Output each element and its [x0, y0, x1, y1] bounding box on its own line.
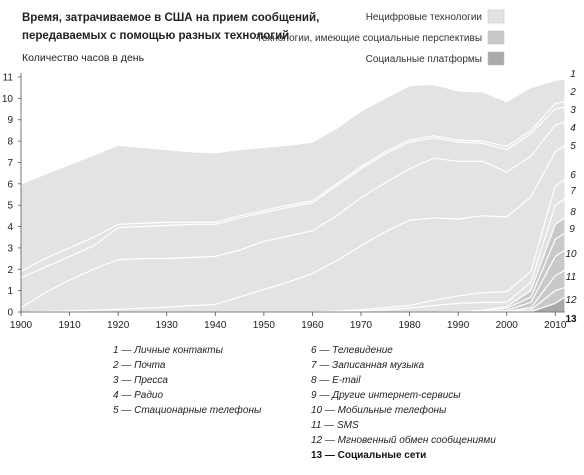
footnote-item: 11 — SMS — [311, 420, 359, 431]
x-tick-label: 2010 — [544, 320, 567, 331]
footnote-item: 1 — Личные контакты — [113, 345, 224, 356]
footnote-item: 9 — Другие интернет-сервисы — [311, 390, 461, 401]
series-end-label: 10 — [565, 249, 577, 260]
x-tick-label: 1930 — [156, 320, 179, 331]
footnote-item: 6 — Телевидение — [311, 345, 393, 356]
footnote-item: 4 — Радио — [113, 390, 163, 401]
y-tick-label: 6 — [7, 179, 13, 190]
x-tick-label: 1920 — [107, 320, 130, 331]
footnote-item: 7 — Записанная музыка — [311, 360, 424, 371]
footnote-item: 3 — Пресса — [113, 375, 168, 386]
plot-area — [20, 78, 566, 313]
y-tick-label: 8 — [7, 137, 13, 148]
x-tick-label: 1990 — [447, 320, 470, 331]
series-end-label: 9 — [569, 224, 575, 235]
series-end-label: 8 — [570, 207, 576, 218]
series-end-label: 13 — [565, 314, 577, 325]
legend-entry: Технологии, имеющие социальные перспекти… — [256, 33, 482, 44]
footnote-item: 13 — Социальные сети — [311, 450, 426, 461]
footnote-item: 10 — Мобильные телефоны — [311, 404, 447, 416]
y-tick-label: 2 — [7, 265, 13, 276]
series-end-label: 3 — [570, 105, 576, 116]
y-tick-label: 3 — [7, 243, 13, 254]
legend-swatch — [487, 9, 505, 24]
x-tick-label: 1900 — [10, 320, 33, 331]
series-end-label: 11 — [566, 272, 576, 283]
x-tick-label: 1980 — [398, 320, 421, 331]
chart-title: Время, затрачиваемое в США на прием сооб… — [22, 12, 319, 42]
x-tick-label: 1950 — [253, 320, 276, 331]
chart-title-line: Время, затрачиваемое в США на прием сооб… — [22, 12, 319, 24]
y-tick-label: 0 — [7, 308, 13, 319]
x-tick-label: 2000 — [496, 320, 519, 331]
series-end-label: 2 — [569, 87, 576, 98]
y-axis-label: Количество часов в день — [22, 52, 145, 64]
series-end-label: 6 — [570, 170, 576, 181]
footnote-item: 5 — Стационарные телефоны — [113, 404, 262, 416]
legend-swatch — [487, 51, 505, 66]
y-tick-label: 1 — [7, 286, 13, 297]
legend: Нецифровые технологии Технологии, имеющие… — [256, 9, 505, 66]
x-tick-label: 1960 — [301, 320, 324, 331]
series-footnotes: 1 — Личные контакты 2 — Почта 3 — Пресса 4 … — [112, 345, 496, 461]
footnote-item: 12 — Мгновенный обмен сообщениями — [311, 434, 496, 446]
y-tick-label: 5 — [7, 201, 13, 212]
series-end-label: 1 — [570, 69, 576, 80]
series-end-label: 4 — [570, 123, 576, 134]
legend-swatch — [487, 30, 505, 45]
y-tick-label: 10 — [2, 94, 14, 105]
x-tick-label: 1970 — [350, 320, 373, 331]
y-tick-label: 7 — [7, 158, 13, 169]
y-tick-label: 4 — [7, 222, 13, 233]
chart-title-line: передаваемых с помощью разных технологий — [22, 30, 289, 42]
axes: 0 1 2 3 4 5 6 7 8 9 10 11 1900 1910 1920 1930 1940 1950 19… — [2, 73, 567, 332]
x-tick-label: 1940 — [204, 320, 227, 331]
legend-entry: Нецифровые технологии — [366, 11, 482, 23]
footnote-item: 2 — Почта — [112, 360, 166, 371]
x-tick-label: 1910 — [58, 320, 81, 331]
legend-entry: Социальные платформы — [366, 53, 482, 65]
series-end-label: 5 — [570, 141, 576, 152]
footnote-item: 8 — E-mail — [311, 375, 361, 386]
series-end-label: 12 — [565, 295, 577, 306]
series-end-label: 7 — [570, 186, 576, 197]
y-tick-label: 11 — [3, 73, 14, 84]
y-tick-label: 9 — [7, 115, 13, 126]
